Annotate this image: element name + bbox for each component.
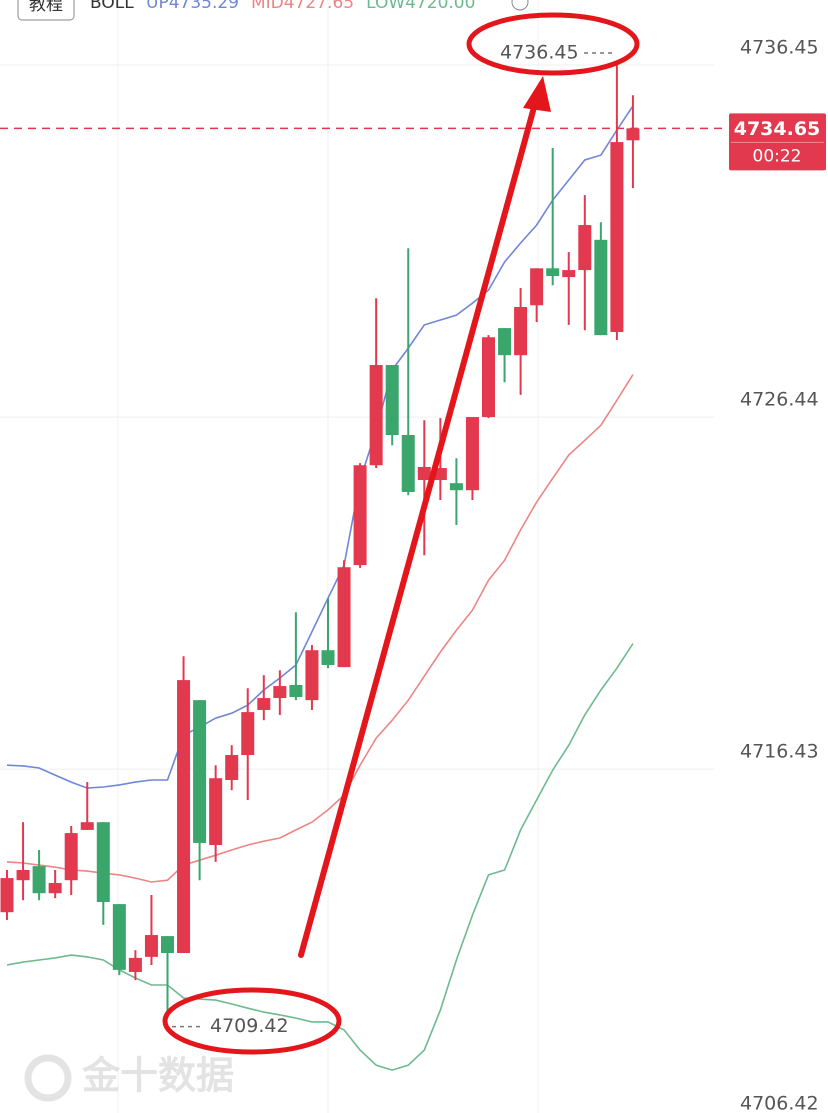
candle-body xyxy=(193,700,207,843)
candle-body xyxy=(161,936,174,953)
candle-body xyxy=(289,685,303,697)
candle-body xyxy=(273,686,287,699)
candle-body xyxy=(337,567,351,668)
high-marker-label: 4736.45 xyxy=(500,42,579,64)
low-marker-label: 4709.42 xyxy=(210,1015,289,1037)
candle-body xyxy=(385,365,399,436)
last-price-label: 4734.65 xyxy=(734,118,821,140)
arrow-shaft xyxy=(298,97,539,958)
candle-body xyxy=(257,698,271,710)
candle-body xyxy=(546,268,560,277)
y-tick-label: 4716.43 xyxy=(740,741,819,763)
candle-body xyxy=(128,957,142,972)
candle-body xyxy=(449,483,463,491)
candle-body xyxy=(144,935,158,957)
candle-body xyxy=(241,712,255,756)
settings-icon[interactable] xyxy=(511,0,529,11)
candle-body xyxy=(32,866,46,894)
candle-body xyxy=(225,755,239,780)
candle-body xyxy=(112,904,126,970)
watermark: 金十数据 xyxy=(24,1054,234,1102)
candles xyxy=(0,65,640,1016)
band-line xyxy=(6,374,634,883)
candle-body xyxy=(96,822,110,903)
candle-body xyxy=(482,337,495,418)
indicator-name: BOLL xyxy=(90,0,134,13)
y-tick-label: 4706.42 xyxy=(740,1093,819,1113)
candle-body xyxy=(48,883,62,894)
candle-body xyxy=(417,467,431,481)
candle-body xyxy=(465,417,479,491)
arrow-head xyxy=(523,76,551,112)
y-tick-label: 4736.45 xyxy=(740,37,819,59)
candle-body xyxy=(514,306,528,356)
candle-body xyxy=(80,822,94,830)
button-label[interactable]: 教程 xyxy=(29,0,63,15)
candle-body xyxy=(321,650,335,665)
watermark-text: 金十数据 xyxy=(81,1054,234,1098)
candle-body xyxy=(562,270,576,278)
candle-body xyxy=(369,365,383,466)
button-frame[interactable] xyxy=(17,0,75,21)
candle-body xyxy=(209,778,223,846)
candle-body xyxy=(433,468,447,481)
candle-body xyxy=(530,268,544,306)
legend-entry: MID4727.65 xyxy=(251,0,354,13)
legend-entry: UP4735.29 xyxy=(146,0,239,13)
candle-body xyxy=(626,128,640,141)
high-ellipse xyxy=(466,12,640,76)
candle-body xyxy=(498,328,512,356)
y-tick-label: 4726.44 xyxy=(740,389,819,411)
candle-body xyxy=(64,833,78,881)
watermark-logo xyxy=(24,1054,72,1102)
overlay: 4736.45 4709.42 4734.65 00:22 xyxy=(0,42,826,1037)
candle-body xyxy=(610,142,624,332)
countdown-label: 00:22 xyxy=(753,146,802,166)
band-line xyxy=(6,643,634,1071)
bands xyxy=(6,105,634,1071)
candle-body xyxy=(401,435,415,492)
candle-body xyxy=(594,239,608,336)
candle-body xyxy=(353,465,367,566)
candle-body xyxy=(305,650,319,701)
candle-body xyxy=(16,870,30,881)
candle-body xyxy=(177,680,191,953)
candle-body xyxy=(0,878,14,913)
low-ellipse xyxy=(162,987,342,1055)
candle-body xyxy=(578,225,592,271)
legend-entry: LOW4720.00 xyxy=(366,0,475,13)
band-line xyxy=(6,105,634,789)
